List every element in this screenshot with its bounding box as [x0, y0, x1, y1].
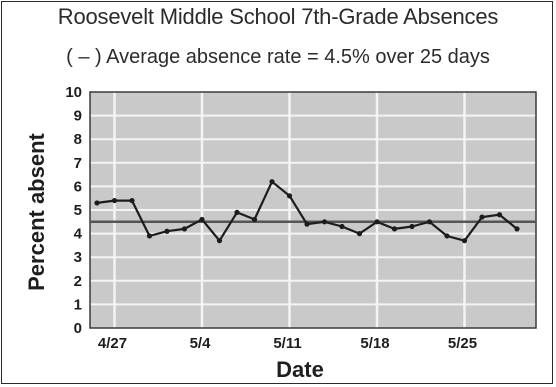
- data-point: [234, 209, 240, 215]
- x-tick-label: 4/27: [98, 335, 127, 352]
- y-tick-label: 3: [74, 249, 82, 266]
- data-point: [286, 193, 293, 199]
- y-tick-label: 9: [74, 108, 82, 125]
- data-point: [426, 219, 433, 225]
- y-tick-label: 0: [74, 320, 82, 337]
- data-point: [111, 197, 118, 204]
- y-tick-label: 10: [65, 84, 82, 101]
- data-point: [304, 221, 310, 227]
- data-point: [356, 231, 363, 237]
- data-point: [216, 238, 223, 244]
- x-axis-label: Date: [276, 357, 324, 382]
- data-point: [374, 219, 380, 225]
- chart-subtitle: ( – ) Average absence rate = 4.5% over 2…: [66, 46, 490, 68]
- x-tick-label: 5/11: [273, 335, 301, 352]
- y-tick-label: 1: [74, 296, 82, 313]
- data-point: [461, 238, 468, 244]
- y-tick-label: 6: [74, 178, 82, 195]
- data-point: [496, 212, 503, 218]
- plot-border: [89, 91, 537, 329]
- data-point: [251, 216, 258, 223]
- x-tick-label: 5/18: [360, 335, 389, 352]
- data-point: [514, 226, 520, 232]
- data-point: [409, 223, 415, 230]
- y-tick-label: 4: [74, 226, 83, 243]
- data-point: [181, 226, 188, 232]
- data-point: [129, 197, 135, 204]
- data-point: [444, 233, 450, 239]
- y-tick-label: 8: [74, 131, 82, 148]
- x-tick-label: 5/4: [190, 335, 212, 352]
- data-point: [94, 200, 100, 206]
- y-tick-label: 2: [74, 273, 82, 290]
- data-point: [321, 219, 328, 225]
- y-tick-label: 7: [74, 155, 82, 172]
- x-tick-label: 5/25: [448, 335, 477, 352]
- y-tick-label: 5: [74, 202, 82, 219]
- data-point: [164, 228, 170, 234]
- data-point: [479, 214, 485, 220]
- data-point: [199, 216, 205, 223]
- data-point: [339, 223, 345, 230]
- chart-title: Roosevelt Middle School 7th-Grade Absenc…: [57, 4, 499, 29]
- data-point: [146, 233, 153, 239]
- data-point: [391, 226, 398, 232]
- data-point: [269, 179, 275, 185]
